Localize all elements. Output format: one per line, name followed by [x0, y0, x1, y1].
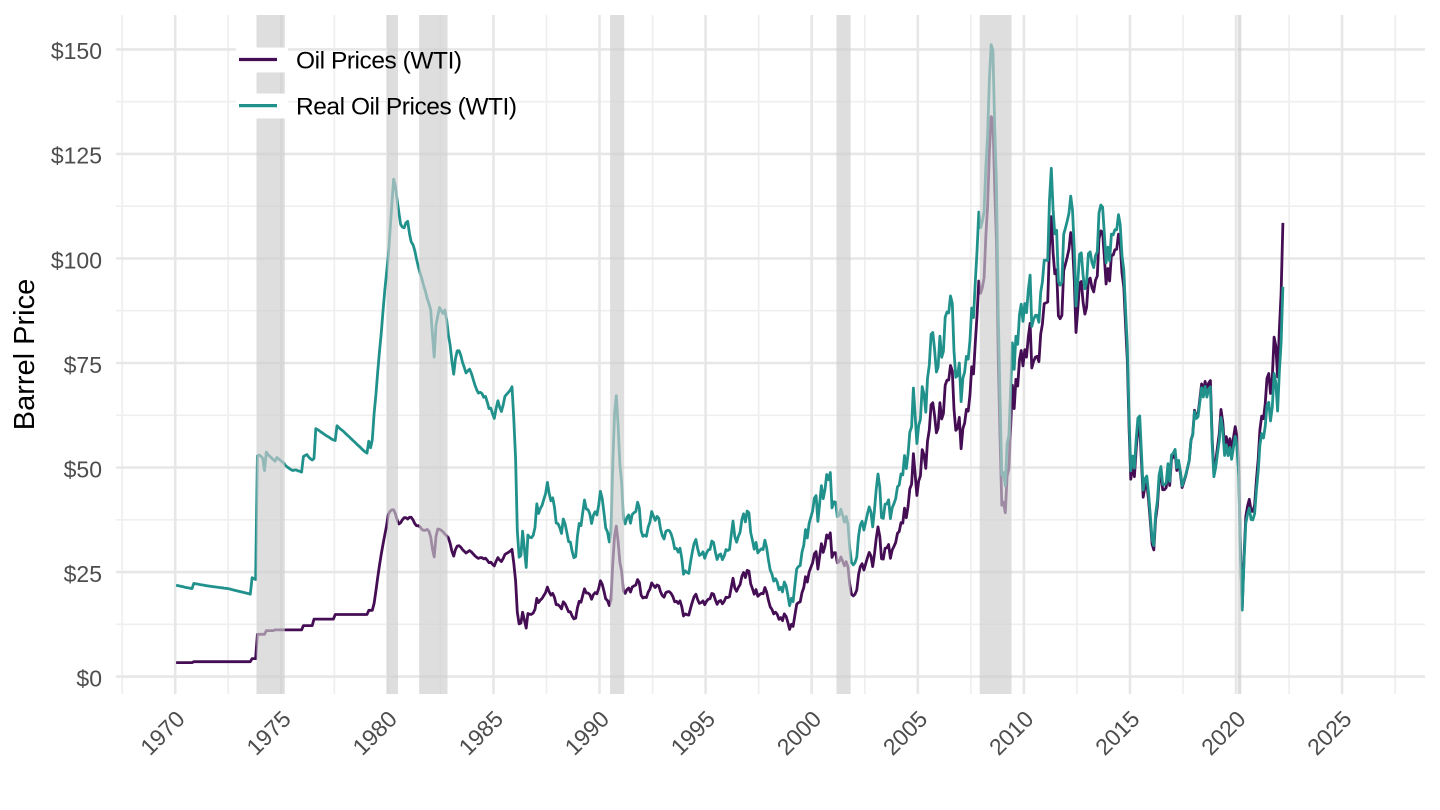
svg-text:$25: $25 — [64, 561, 102, 587]
svg-text:$50: $50 — [64, 456, 102, 482]
svg-text:Oil Prices (WTI): Oil Prices (WTI) — [296, 47, 462, 74]
svg-text:$125: $125 — [51, 143, 102, 169]
svg-text:$0: $0 — [76, 665, 102, 691]
svg-text:$100: $100 — [51, 247, 102, 273]
svg-text:Barrel Price: Barrel Price — [9, 279, 41, 431]
svg-text:$150: $150 — [51, 38, 102, 64]
svg-text:Real Oil Prices (WTI): Real Oil Prices (WTI) — [296, 93, 517, 120]
svg-text:$75: $75 — [64, 352, 102, 378]
